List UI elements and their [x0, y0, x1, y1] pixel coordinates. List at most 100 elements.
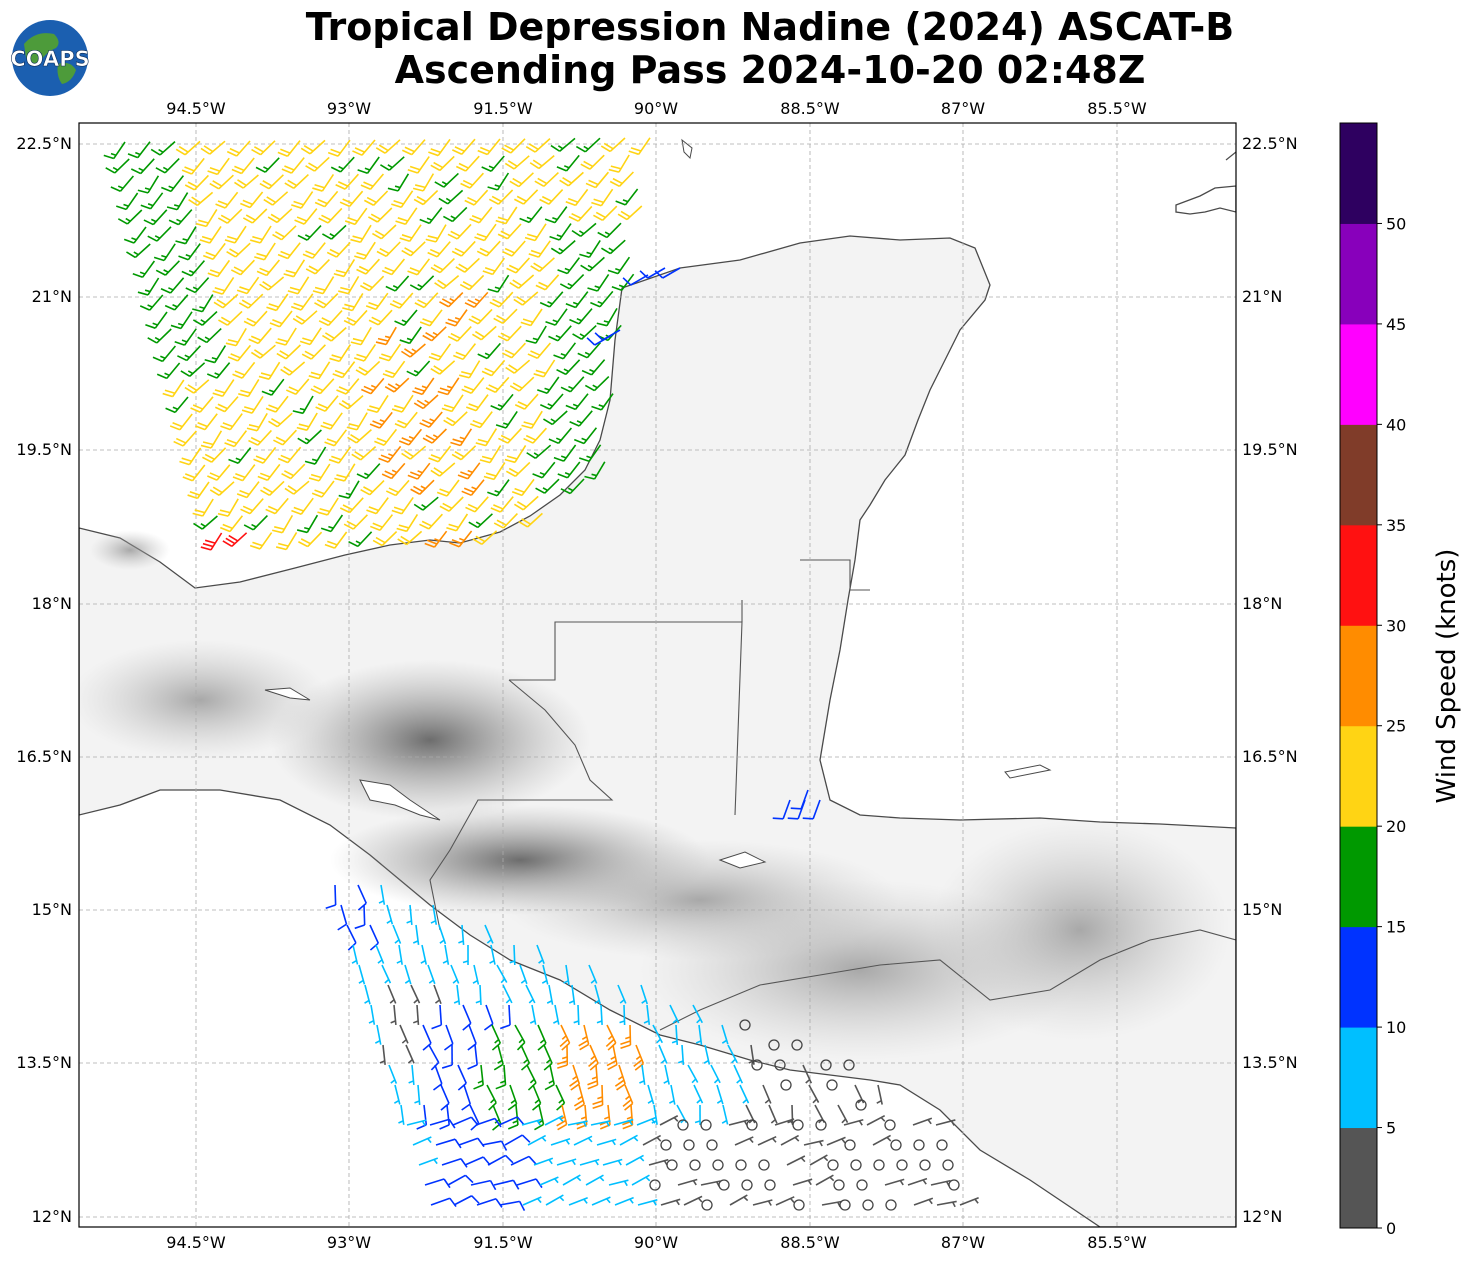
wind-barb [268, 412, 293, 428]
wind-barb [473, 1064, 484, 1090]
lat-label: 15°N [32, 900, 72, 919]
country-border [429, 679, 614, 931]
wind-barb [181, 260, 206, 277]
wind-barb [502, 240, 526, 257]
wind-barb [619, 1004, 626, 1026]
wind-barb [168, 209, 193, 226]
lon-label: 94.5°W [166, 1233, 226, 1252]
wind-barb [501, 138, 526, 154]
wind-barb [227, 344, 252, 362]
wind-barb [367, 207, 393, 223]
wind-barb [378, 343, 402, 362]
colorbar-tick-label: 45 [1386, 315, 1406, 334]
wind-barb [326, 241, 351, 258]
wind-barb [501, 342, 526, 359]
wind-barb [497, 223, 522, 240]
wind-barb [410, 479, 435, 495]
wind-barb [579, 1158, 600, 1166]
wind-barb [275, 327, 297, 346]
wind-barb [602, 1158, 623, 1166]
wind-barb [729, 1194, 749, 1206]
calm-wind-marker [885, 1199, 897, 1211]
wind-barb [413, 496, 439, 511]
wind-barb [263, 191, 289, 206]
wind-barb [308, 361, 331, 380]
wind-barb [677, 1044, 685, 1066]
wind-barb [430, 155, 455, 172]
wind-barb [298, 531, 323, 548]
wind-barb [269, 310, 293, 328]
wind-barb [222, 532, 248, 547]
lon-label: 88.5°W [780, 99, 840, 118]
wind-barb [241, 395, 264, 414]
wind-barb [443, 1024, 454, 1051]
wind-barb [519, 964, 528, 985]
wind-barb [585, 1174, 605, 1186]
wind-barb [344, 207, 368, 226]
wind-barb [493, 513, 518, 529]
wind-barb [431, 1004, 443, 1030]
wind-barb [439, 496, 464, 512]
wind-barb [525, 984, 536, 1004]
wind-barb [507, 1104, 519, 1130]
wind-barb [594, 984, 602, 1005]
wind-barb [790, 789, 809, 810]
wind-barb [139, 294, 164, 311]
calm-wind-marker [780, 1079, 792, 1091]
wind-barb [605, 1024, 617, 1051]
wind-barb [253, 446, 277, 464]
wind-barb [238, 293, 264, 309]
wind-barb [366, 394, 389, 414]
wind-barb [391, 496, 414, 515]
calm-wind-marker [843, 1059, 855, 1071]
wind-barb [669, 1084, 676, 1105]
wind-barb [619, 1134, 639, 1146]
wind-barb [588, 1044, 599, 1071]
wind-barb [184, 379, 210, 394]
wind-barb [369, 924, 380, 951]
wind-barb [277, 242, 301, 260]
wind-barb [419, 207, 443, 225]
map-frame [78, 122, 1237, 1228]
wind-barb [422, 326, 447, 342]
coastline [1225, 151, 1236, 161]
wind-barb [375, 139, 401, 154]
wind-barb [481, 155, 505, 172]
lake [359, 779, 441, 821]
wind-barb [413, 190, 439, 206]
wind-barb [155, 158, 180, 174]
wind-barb [179, 447, 202, 466]
terrain-shading [930, 820, 1230, 1040]
calm-wind-marker [896, 1159, 908, 1171]
wind-barb [327, 139, 351, 157]
wind-barb [347, 429, 372, 444]
wind-barb [613, 1118, 634, 1126]
calm-wind-marker [666, 1159, 678, 1171]
wind-barb [559, 1024, 571, 1051]
wind-barb [238, 378, 260, 398]
wind-barb [490, 393, 514, 411]
wind-barb [575, 137, 601, 153]
wind-barb [555, 1084, 566, 1111]
wind-barb [277, 446, 302, 464]
wind-barb [297, 225, 322, 241]
lat-label: 13.5°N [1242, 1053, 1298, 1072]
wind-barb [837, 1104, 849, 1124]
wind-barb [533, 359, 556, 378]
wind-barb [803, 1139, 824, 1147]
wind-barb [608, 154, 630, 173]
wind-barb [445, 309, 468, 327]
wind-barb [535, 274, 560, 291]
wind-barb [404, 964, 412, 985]
lat-label: 21°N [1242, 287, 1282, 306]
wind-barb [475, 1117, 502, 1128]
island [681, 138, 693, 160]
wind-barb [489, 944, 496, 965]
calm-wind-marker [856, 1179, 868, 1191]
wind-barb [451, 138, 476, 155]
wind-barb [545, 1194, 565, 1206]
wind-barb [126, 243, 151, 259]
wind-barb [472, 964, 480, 985]
wind-barb [578, 444, 602, 462]
wind-barb [511, 478, 535, 497]
